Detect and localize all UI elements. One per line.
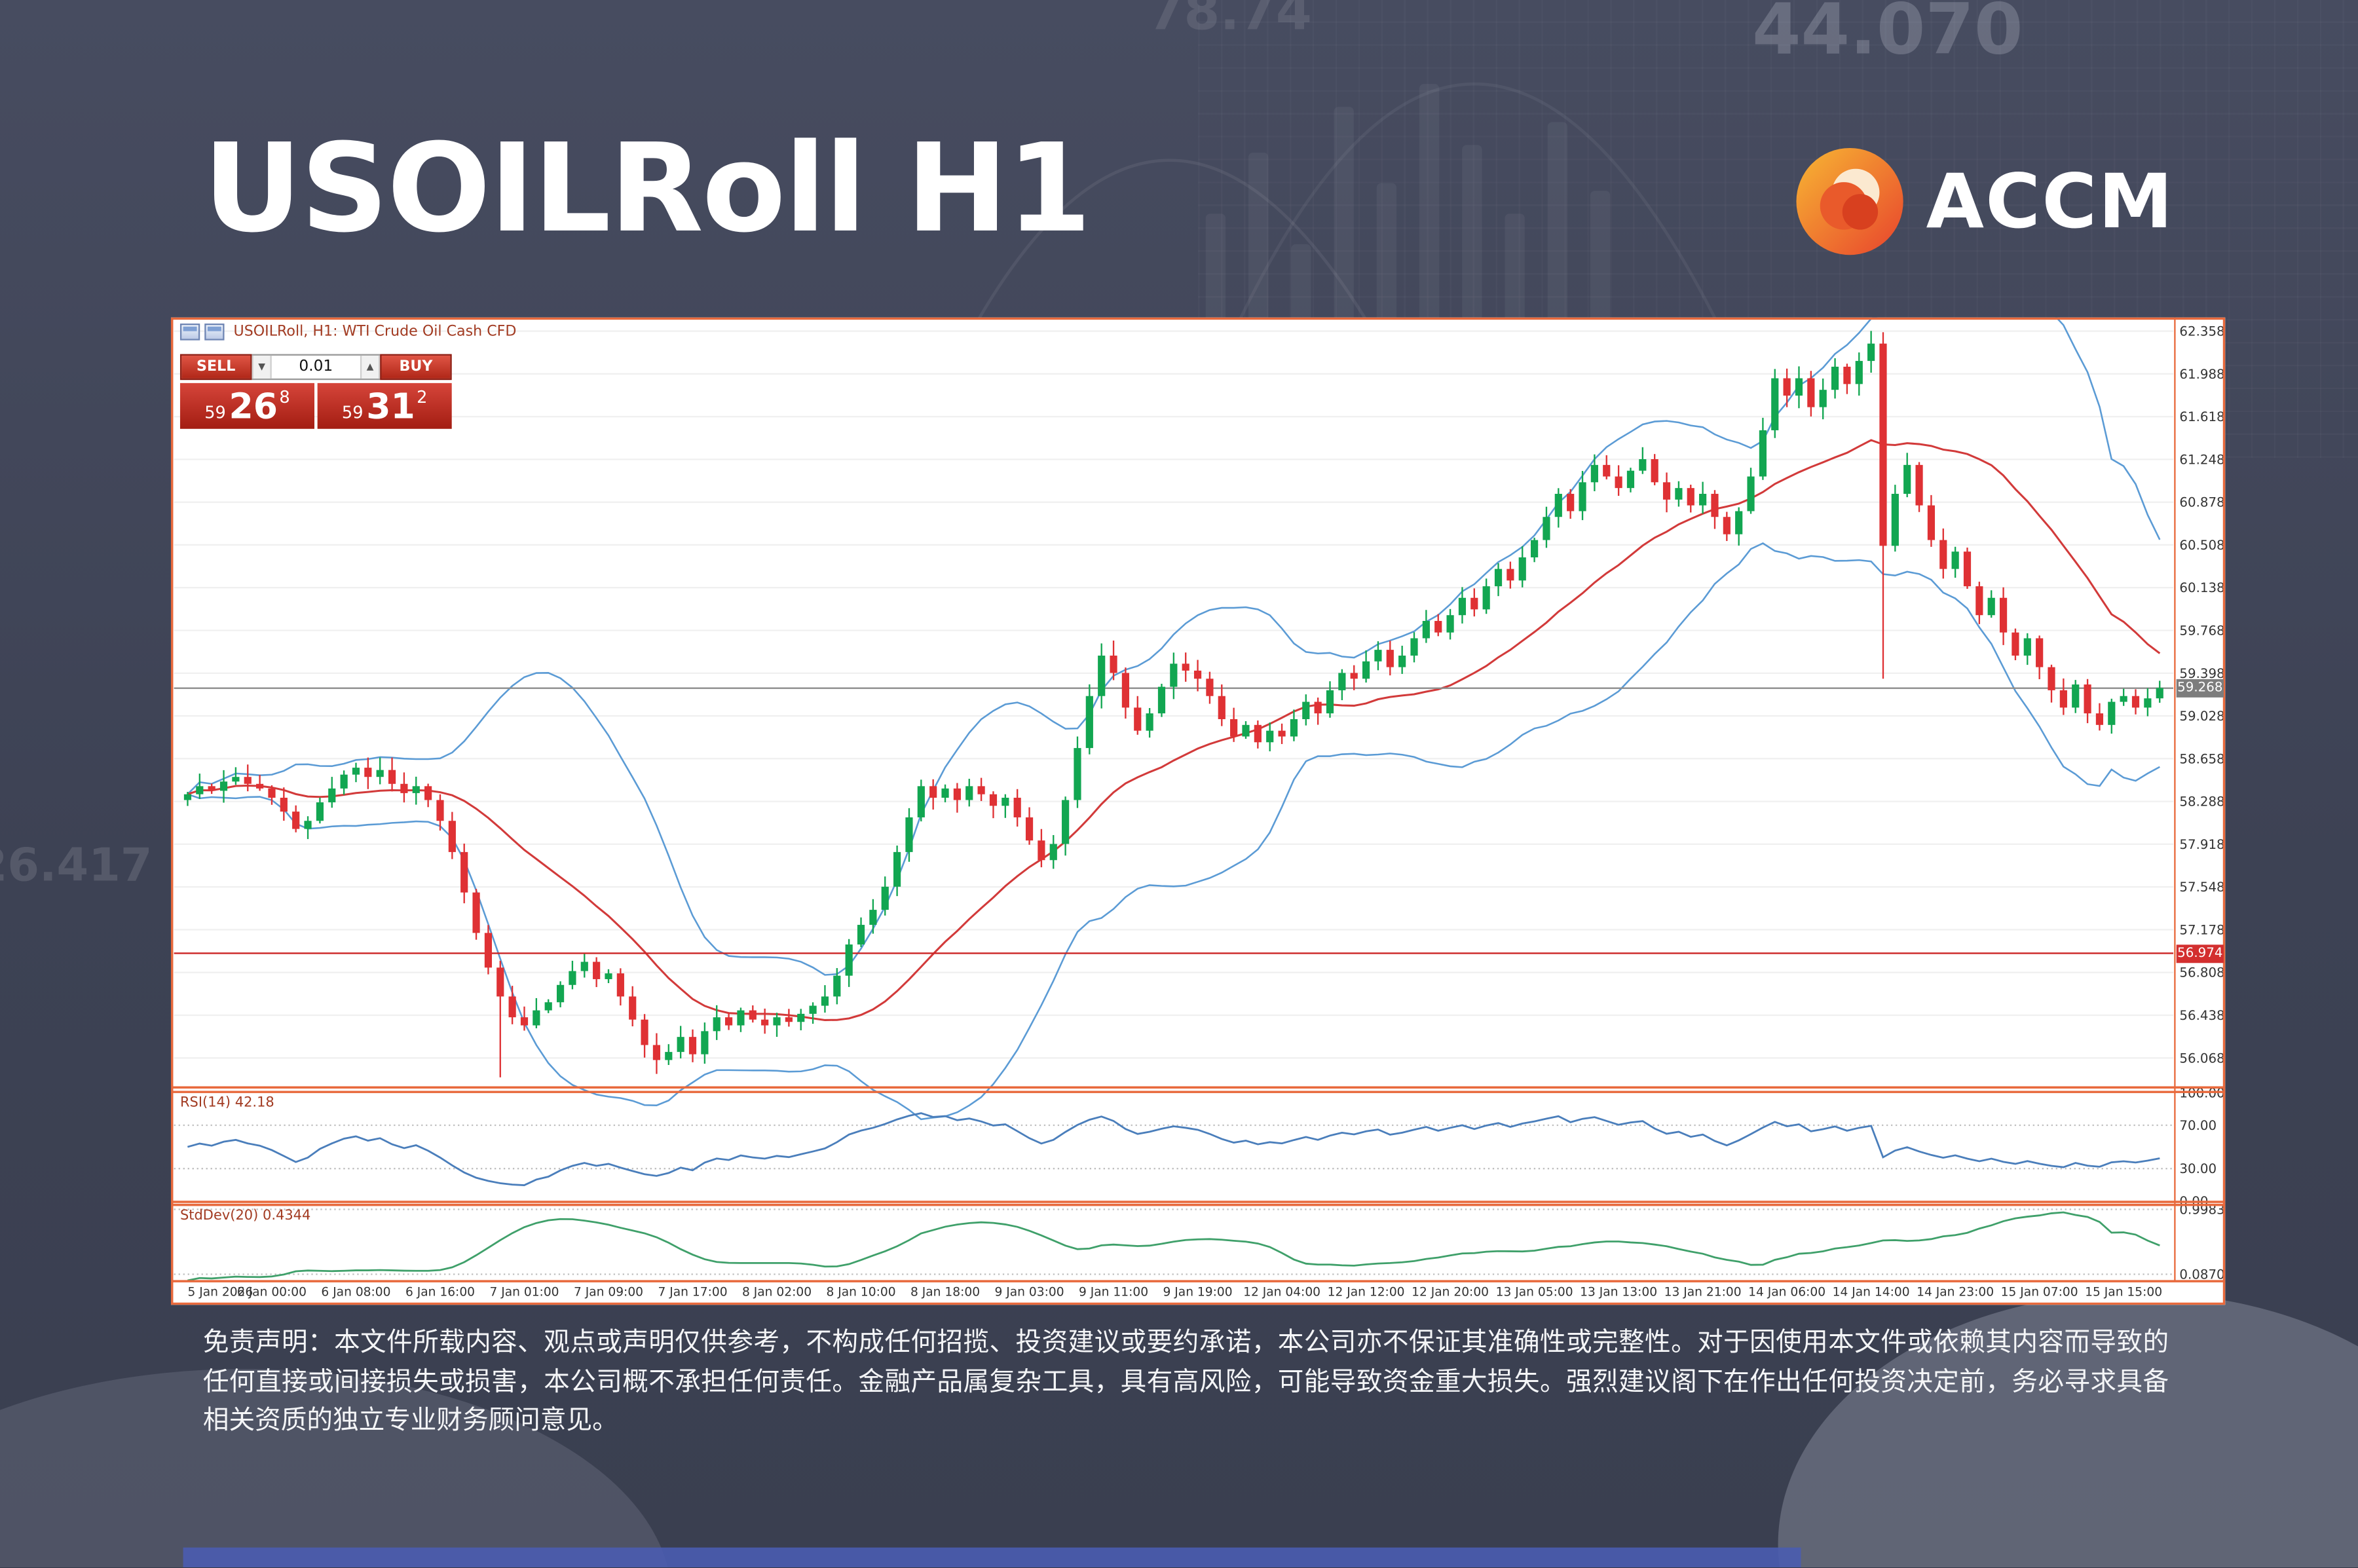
svg-text:12 Jan 20:00: 12 Jan 20:00 [1412,1285,1489,1299]
svg-text:0.0870: 0.0870 [2179,1267,2224,1282]
hline-price-badge: 56.974 [2176,944,2224,963]
rsi-indicator-label: RSI(14) 42.18 [179,1096,274,1111]
disclaimer-text: 免责声明：本文件所载内容、观点或声明仅供参考，不构成任何招揽、投资建议或要约承诺… [202,1328,2169,1436]
svg-text:57.918: 57.918 [2179,837,2224,852]
accm-logo-icon [1796,147,1903,255]
bid-price-badge: 59.268 [2176,679,2224,698]
bollinger-upper-line [187,317,2161,976]
svg-text:30.00: 30.00 [2179,1161,2217,1176]
svg-text:5 Jan 2026: 5 Jan 2026 [187,1285,253,1299]
svg-text:9 Jan 11:00: 9 Jan 11:00 [1079,1285,1148,1299]
chart-title: USOILRoll, H1: WTI Crude Oil Cash CFD [233,323,517,341]
buy-button[interactable]: BUY [380,354,452,381]
stddev-line [187,1211,2160,1282]
svg-text:61.248: 61.248 [2179,452,2224,467]
chart-template-icon [204,323,225,341]
svg-text:58.658: 58.658 [2179,751,2224,766]
svg-text:13 Jan 21:00: 13 Jan 21:00 [1664,1285,1742,1299]
svg-text:59.768: 59.768 [2179,623,2224,638]
moving-average-line [187,439,2161,1021]
buy-price-panel[interactable]: 59 31 2 [317,383,452,429]
sell-button[interactable]: SELL [179,354,252,381]
price-gridlines [174,330,2174,1059]
brand: ACCM [1795,147,2174,257]
svg-text:14 Jan 14:00: 14 Jan 14:00 [1833,1285,1910,1299]
volume-field[interactable]: ▼ 0.01 ▲ [252,354,381,381]
svg-text:61.988: 61.988 [2179,367,2224,382]
chart-canvas[interactable]: 62.358 61.988 61.618 61.248 60.878 60.508 60.1… [170,317,2226,1305]
bollinger-lower-line [187,542,2160,1121]
svg-text:59.028: 59.028 [2179,709,2224,724]
svg-text:14 Jan 23:00: 14 Jan 23:00 [1917,1285,1994,1299]
volume-down-icon[interactable]: ▼ [252,355,272,379]
svg-text:59.398: 59.398 [2179,666,2224,681]
rsi-line [187,1112,2160,1186]
svg-text:12 Jan 04:00: 12 Jan 04:00 [1243,1285,1320,1299]
main-pane[interactable] [174,317,2174,1121]
sell-price-big: 26 [229,388,278,428]
candlestick-series [183,331,2163,1077]
buy-price-prefix: 59 [341,403,364,423]
svg-text:57.178: 57.178 [2179,922,2224,937]
svg-text:8 Jan 10:00: 8 Jan 10:00 [826,1285,895,1299]
sell-price-prefix: 59 [204,403,226,423]
sell-price-panel[interactable]: 59 26 8 [179,383,315,429]
svg-text:61.618: 61.618 [2179,409,2224,424]
window-frame [170,317,2226,1305]
chart-window: 62.358 61.988 61.618 61.248 60.878 60.508 60.1… [170,317,2226,1305]
chart-window-icon [179,323,200,341]
svg-text:57.548: 57.548 [2179,880,2224,895]
svg-text:60.138: 60.138 [2179,580,2224,595]
chart-title-bar: USOILRoll, H1: WTI Crude Oil Cash CFD [179,323,517,341]
page-title: USOILRoll H1 [202,117,1092,260]
svg-text:8 Jan 02:00: 8 Jan 02:00 [742,1285,812,1299]
svg-text:15 Jan 15:00: 15 Jan 15:00 [2085,1285,2162,1299]
svg-text:56.438: 56.438 [2179,1008,2224,1023]
price-axis[interactable]: 62.358 61.988 61.618 61.248 60.878 60.508 60.1… [2179,324,2224,1066]
background-blue-strip [183,1547,1801,1568]
svg-text:60.878: 60.878 [2179,495,2224,510]
svg-text:12 Jan 12:00: 12 Jan 12:00 [1328,1285,1405,1299]
svg-text:6 Jan 08:00: 6 Jan 08:00 [321,1285,390,1299]
background-number: 26.417 [0,839,153,893]
svg-text:6 Jan 16:00: 6 Jan 16:00 [405,1285,475,1299]
svg-text:56.068: 56.068 [2179,1051,2224,1066]
brand-name: ACCM [1926,158,2175,245]
one-click-trading-widget: SELL ▼ 0.01 ▲ BUY 59 26 8 59 31 2 [179,354,452,429]
svg-text:56.808: 56.808 [2179,965,2224,980]
svg-text:62.358: 62.358 [2179,324,2224,339]
volume-value[interactable]: 0.01 [299,358,333,376]
svg-text:7 Jan 09:00: 7 Jan 09:00 [574,1285,643,1299]
svg-text:13 Jan 05:00: 13 Jan 05:00 [1496,1285,1573,1299]
svg-text:60.508: 60.508 [2179,538,2224,553]
svg-text:15 Jan 07:00: 15 Jan 07:00 [2001,1285,2078,1299]
volume-up-icon[interactable]: ▲ [360,355,381,379]
stddev-indicator-label: StdDev(20) 0.4344 [179,1208,311,1224]
svg-text:9 Jan 03:00: 9 Jan 03:00 [995,1285,1064,1299]
svg-text:9 Jan 19:00: 9 Jan 19:00 [1163,1285,1233,1299]
svg-text:58.288: 58.288 [2179,794,2224,810]
buy-price-sup: 2 [417,387,428,408]
sell-price-sup: 8 [279,387,290,408]
svg-text:7 Jan 01:00: 7 Jan 01:00 [489,1285,559,1299]
svg-text:6 Jan 00:00: 6 Jan 00:00 [237,1285,307,1299]
svg-text:70.00: 70.00 [2179,1118,2217,1133]
svg-text:14 Jan 06:00: 14 Jan 06:00 [1748,1285,1825,1299]
svg-text:7 Jan 17:00: 7 Jan 17:00 [658,1285,727,1299]
svg-text:8 Jan 18:00: 8 Jan 18:00 [910,1285,980,1299]
svg-text:13 Jan 13:00: 13 Jan 13:00 [1580,1285,1657,1299]
buy-price-big: 31 [366,388,415,428]
